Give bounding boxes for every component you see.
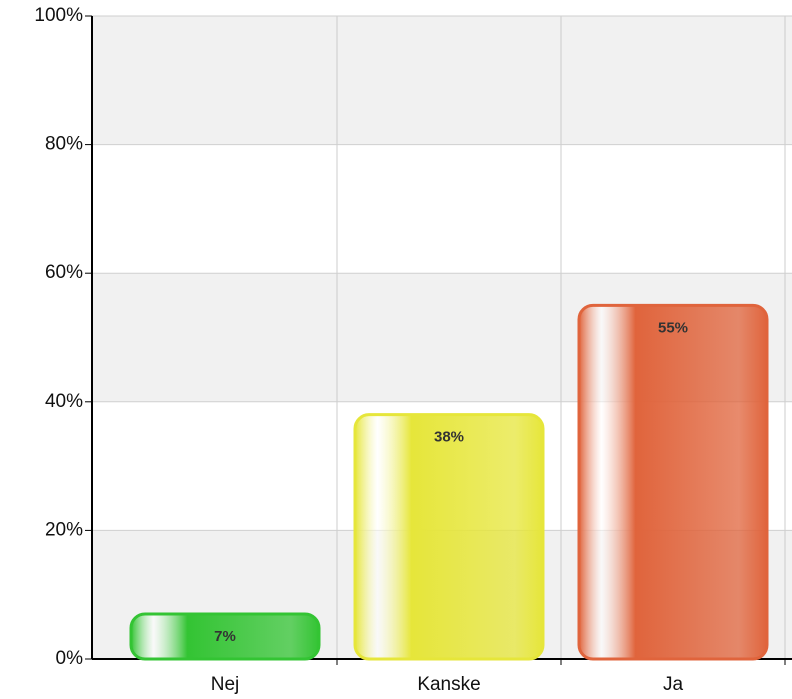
x-tick-label: Kanske [417, 674, 480, 695]
bar [129, 612, 321, 661]
y-tick-label: 80% [45, 134, 83, 155]
value-label: 55% [658, 319, 688, 336]
y-tick-label: 60% [45, 262, 83, 283]
y-tick-label: 0% [56, 648, 84, 669]
bar [577, 303, 769, 661]
value-label: 7% [214, 628, 236, 645]
plot-band [92, 144, 792, 274]
y-tick-label: 20% [45, 519, 83, 540]
y-tick-label: 100% [34, 5, 83, 26]
y-tick-label: 40% [45, 391, 83, 412]
bar [353, 413, 545, 661]
value-label: 38% [434, 429, 464, 446]
x-tick-label: Ja [663, 674, 684, 695]
x-tick-label: Nej [211, 674, 240, 695]
plot-band [92, 16, 792, 145]
